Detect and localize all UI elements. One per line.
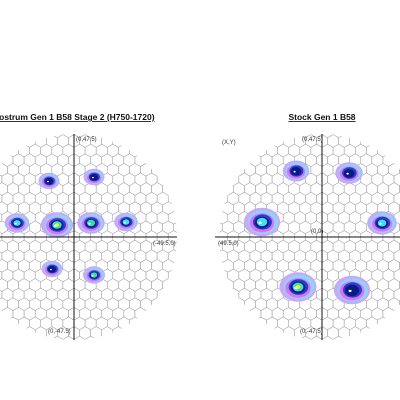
left-heat-spots [4,168,138,284]
spot-upper-right [335,162,363,184]
heat-layer-white [14,222,17,225]
heat-layer-navy [89,174,99,181]
heat-layer-white [92,176,94,179]
heat-layer-navy [47,266,57,273]
right-chart-title: Stock Gen 1 B58 [288,112,355,122]
spot-lower-right [333,275,371,305]
heat-layer-white [91,274,94,277]
heat-layer-white [53,224,57,227]
heat-layer-navy [343,169,355,178]
heat-layer-white [379,222,382,225]
spot-upper-right [83,168,105,186]
hex-cell [62,335,75,340]
right-heat-spots [243,160,397,305]
left-chart-title: Postrum Gen 1 B58 Stage 2 (H750-1720) [0,112,155,122]
spot-middle-left [40,212,74,238]
heat-layer-white [258,221,262,225]
spot-middle-far-left [4,213,30,233]
heat-layer-white [294,286,298,290]
spot-lower-left [41,260,63,278]
left-label-top: (0,47.5) [76,137,97,143]
heat-layer-cyan [377,219,387,227]
spot-middle-far-right [114,212,138,232]
heat-layer-white [123,221,126,224]
right-label-corner: (X,Y) [222,140,236,146]
hex-cell [310,335,323,340]
hex-cell [73,335,86,340]
left-label-right: (-49.5,0) [153,241,176,247]
right-label-top: (0,47.5) [302,137,323,143]
spot-upper-left [282,160,310,182]
heat-layer-cyan [256,217,268,227]
heat-layer-navy [344,284,360,297]
spot-middle-right [367,211,397,235]
left-spray-chart: Postrum Gen 1 B58 Stage 2 (H750-1720) (0… [0,112,177,340]
spot-middle-left [243,207,281,237]
spot-middle-right [77,212,105,234]
hex-cell [321,335,334,340]
right-label-origin: (0,0) [311,229,323,235]
spot-lower-left [279,272,317,302]
heat-layer-cyan [122,219,130,225]
heat-layer-white [88,222,91,225]
right-label-bottom: (0,-47.5) [300,329,323,335]
heat-layer-white [348,289,352,293]
heat-layer-cyan [13,220,21,226]
spot-upper-left [38,172,60,190]
heat-layer-navy [44,178,54,185]
heat-layer-white [47,180,49,183]
right-label-left: (49.5,0) [218,241,239,247]
heat-layer-white [50,268,52,271]
left-label-bottom: (0,-47.5) [48,329,71,335]
right-spray-chart: Stock Gen 1 B58 (X,Y) (0,47.5) (0,-47.5)… [215,112,400,340]
heat-layer-white [346,172,349,175]
spot-lower-right [83,266,105,284]
heat-layer-navy [290,167,302,176]
heat-layer-white [293,170,296,173]
